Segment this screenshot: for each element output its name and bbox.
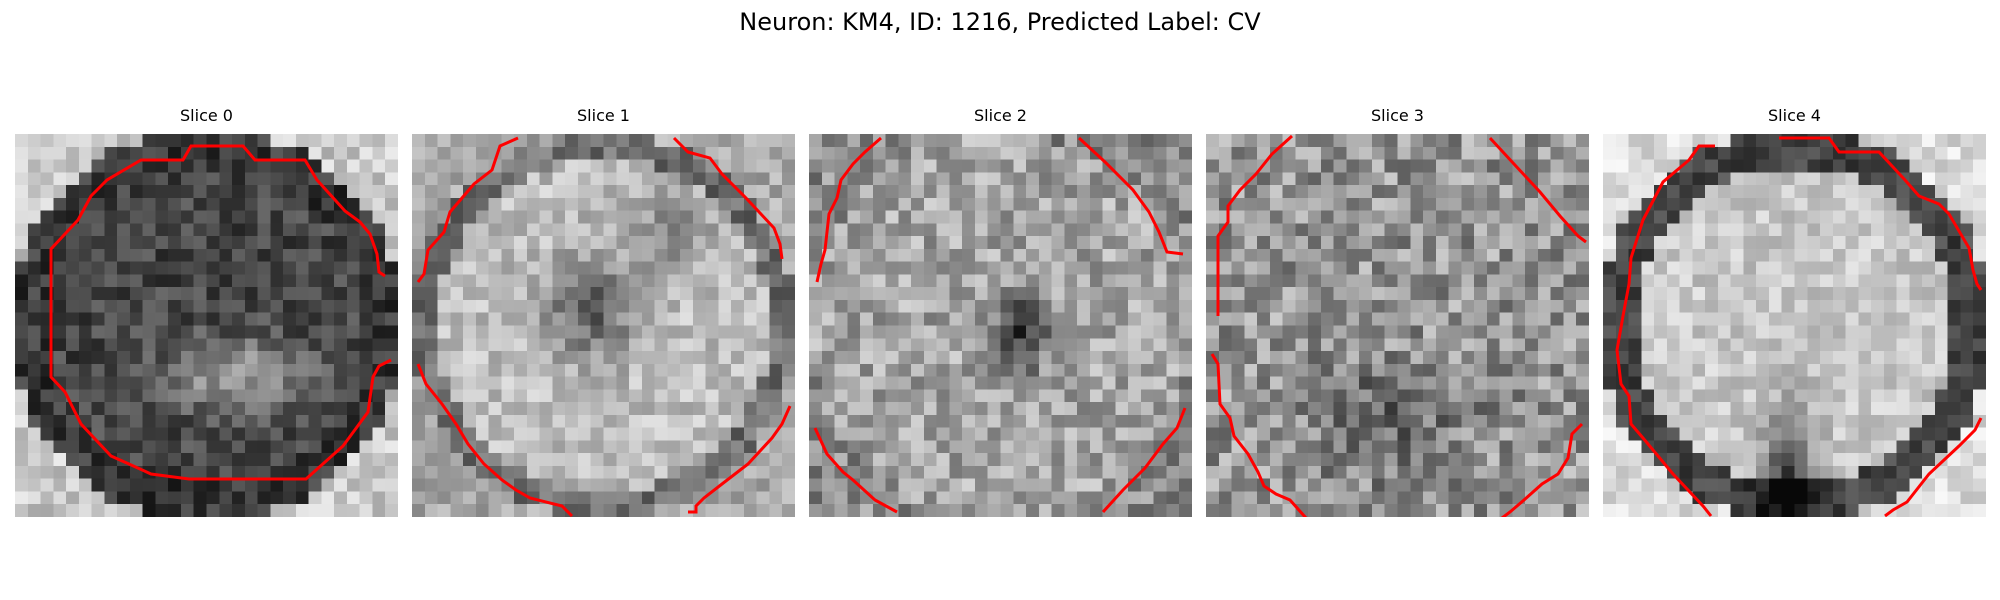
contour-overlay-2 — [813, 136, 1187, 514]
slice-title-1: Slice 1 — [577, 106, 630, 125]
slice-image-3 — [1206, 134, 1589, 517]
slice-title-2: Slice 2 — [974, 106, 1027, 125]
contour-line — [1779, 136, 1983, 291]
slice-title-4: Slice 4 — [1768, 106, 1821, 125]
contour-line — [672, 136, 784, 260]
slice-title-3: Slice 3 — [1371, 106, 1424, 125]
contour-line — [416, 136, 519, 283]
slice-title-0: Slice 0 — [180, 106, 233, 125]
contour-line — [49, 144, 392, 481]
slice-microscopy-image-2 — [809, 134, 1192, 517]
contour-line — [1615, 144, 1715, 517]
contour-line — [1077, 136, 1184, 256]
contour-line — [1101, 407, 1187, 514]
slice-image-4 — [1603, 134, 1986, 517]
contour-line — [1210, 353, 1308, 517]
contour-overlay-0 — [49, 144, 392, 481]
slice-image-1 — [412, 134, 795, 517]
contour-line — [1216, 134, 1294, 316]
contour-line — [813, 427, 898, 514]
contour-overlay-1 — [416, 136, 792, 517]
contour-line — [1884, 417, 1983, 517]
contour-line — [815, 136, 882, 283]
figure-title: Neuron: KM4, ID: 1216, Predicted Label: … — [739, 8, 1261, 36]
contour-overlay-3 — [1210, 134, 1587, 517]
contour-line — [688, 405, 792, 514]
contour-line — [416, 363, 574, 517]
contour-line — [1501, 422, 1584, 517]
contour-line — [1488, 136, 1587, 244]
slice-image-0 — [15, 134, 398, 517]
contour-overlay-4 — [1615, 136, 1983, 517]
slice-image-2 — [809, 134, 1192, 517]
slice-microscopy-image-3 — [1206, 134, 1589, 517]
